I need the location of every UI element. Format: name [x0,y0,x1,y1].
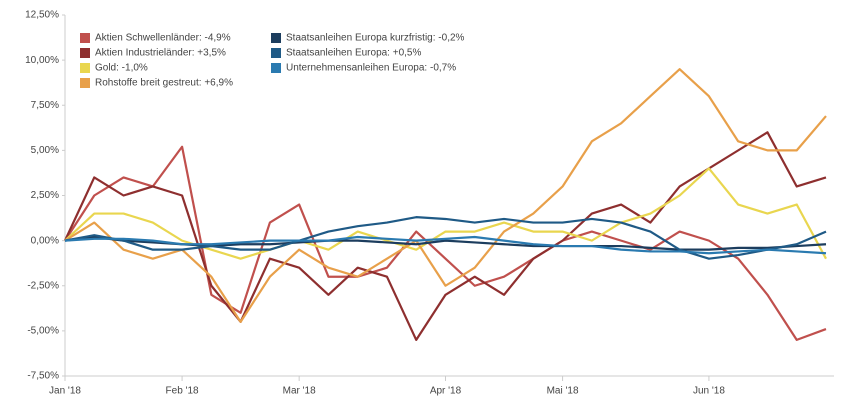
y-tick-label: 12,50% [25,10,59,21]
y-tick-label: 10,00% [25,55,59,66]
legend-swatch [80,63,90,73]
legend-swatch [271,33,281,43]
y-tick-label: -5,00% [27,326,59,337]
y-tick-label: -2,50% [27,280,59,291]
legend-swatch [271,48,281,58]
legend-label: Gold: -1,0% [95,63,148,74]
series-line [64,216,827,260]
series-line [64,145,827,341]
x-tick-label: Feb '18 [166,386,199,397]
x-tick-label: Mar '18 [283,386,316,397]
x-tick-label: Jun '18 [693,386,725,397]
legend-label: Staatsanleihen Europa: +0,5% [286,48,421,59]
series-line [64,235,827,255]
legend-swatch [80,78,90,88]
legend-label: Aktien Schwellenländer: -4,9% [95,33,231,44]
y-tick-label: 7,50% [31,100,59,111]
legend-swatch [80,48,90,58]
legend-label: Staatsanleihen Europa kurzfristig: -0,2% [286,33,465,44]
series-line [64,131,827,341]
y-tick-label: 5,00% [31,145,59,156]
x-tick-label: Apr '18 [430,386,462,397]
legend-swatch [271,63,281,73]
legend-swatch [80,33,90,43]
x-tick-label: Mai '18 [547,386,579,397]
y-tick-label: 0,00% [31,235,59,246]
y-tick-label: 2,50% [31,190,59,201]
series-line [64,68,827,323]
legend-label: Unternehmensanleihen Europa: -0,7% [286,63,456,74]
legend-label: Rohstoffe breit gestreut: +6,9% [95,78,233,89]
x-tick-label: Jan '18 [49,386,81,397]
legend-label: Aktien Industrieländer: +3,5% [95,48,226,59]
y-tick-label: -7,50% [27,371,59,382]
